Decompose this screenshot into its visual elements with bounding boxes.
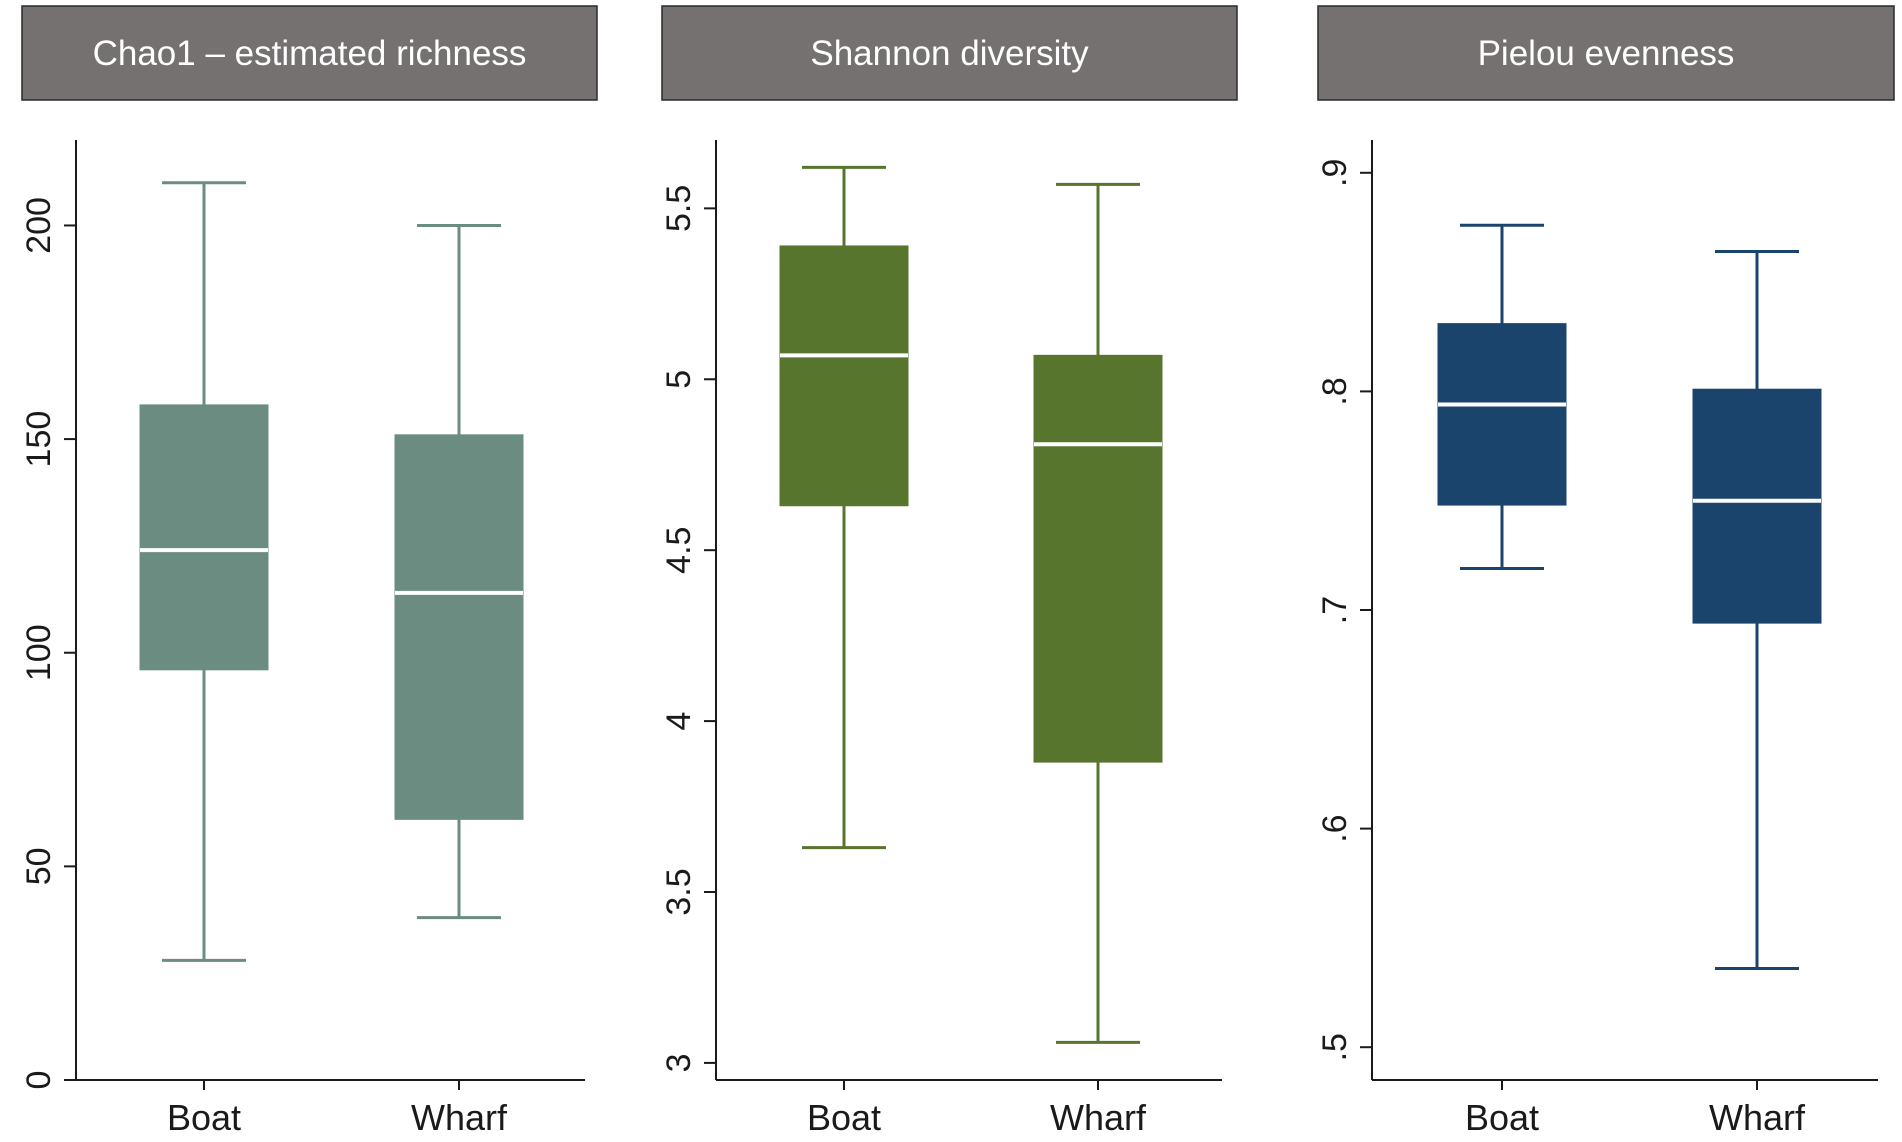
y-tick-label: .6 (1316, 814, 1354, 842)
y-tick-label: 100 (20, 624, 58, 681)
panel-header (661, 5, 1238, 101)
x-category-label: Boat (1465, 1097, 1539, 1138)
x-category-label: Boat (167, 1097, 241, 1138)
x-category-label: Boat (807, 1097, 881, 1138)
box-wharf (1692, 249, 1822, 971)
box-wharf (394, 223, 524, 920)
box-boat (779, 165, 909, 850)
panel-1: Chao1 – estimated richness 0 50 100 150 200 Bo… (20, 5, 598, 1138)
iqr-box (139, 404, 269, 671)
x-category-label: Wharf (1050, 1097, 1147, 1138)
y-tick-label: 150 (20, 411, 58, 468)
panel-header (1317, 5, 1895, 101)
panel-2: Shannon diversity 3 3.5 4 4.5 5 5.5 Boat Wharf (660, 5, 1238, 1138)
panel-3: Pielou evenness .5 .6 .7 .8 .9 Boat Wharf (1316, 5, 1895, 1138)
box-boat (1437, 223, 1567, 570)
y-tick-label: .8 (1316, 377, 1354, 405)
panel-title: Chao1 – estimated richness (93, 34, 527, 73)
y-tick-label: 5.5 (660, 185, 698, 232)
panel-title: Pielou evenness (1478, 34, 1735, 73)
y-tick-label: .7 (1316, 596, 1354, 624)
iqr-box (1692, 388, 1822, 624)
iqr-box (779, 245, 909, 507)
y-tick-label: 5 (660, 370, 698, 389)
iqr-box (1437, 323, 1567, 506)
y-tick-label: 0 (20, 1071, 58, 1090)
iqr-box (1033, 354, 1163, 763)
box-boat (139, 181, 269, 962)
y-tick-label: .9 (1316, 159, 1354, 187)
x-category-label: Wharf (411, 1097, 508, 1138)
y-tick-label: 4 (660, 712, 698, 731)
x-category-label: Wharf (1709, 1097, 1806, 1138)
box-wharf (1033, 182, 1163, 1044)
y-tick-label: 3 (660, 1053, 698, 1072)
panel-header (21, 5, 598, 101)
y-tick-label: 4.5 (660, 527, 698, 574)
y-tick-label: 200 (20, 197, 58, 254)
iqr-box (394, 434, 524, 820)
y-tick-label: .5 (1316, 1033, 1354, 1061)
y-tick-label: 3.5 (660, 868, 698, 915)
y-tick-label: 50 (20, 847, 58, 885)
panel-title: Shannon diversity (810, 34, 1089, 73)
